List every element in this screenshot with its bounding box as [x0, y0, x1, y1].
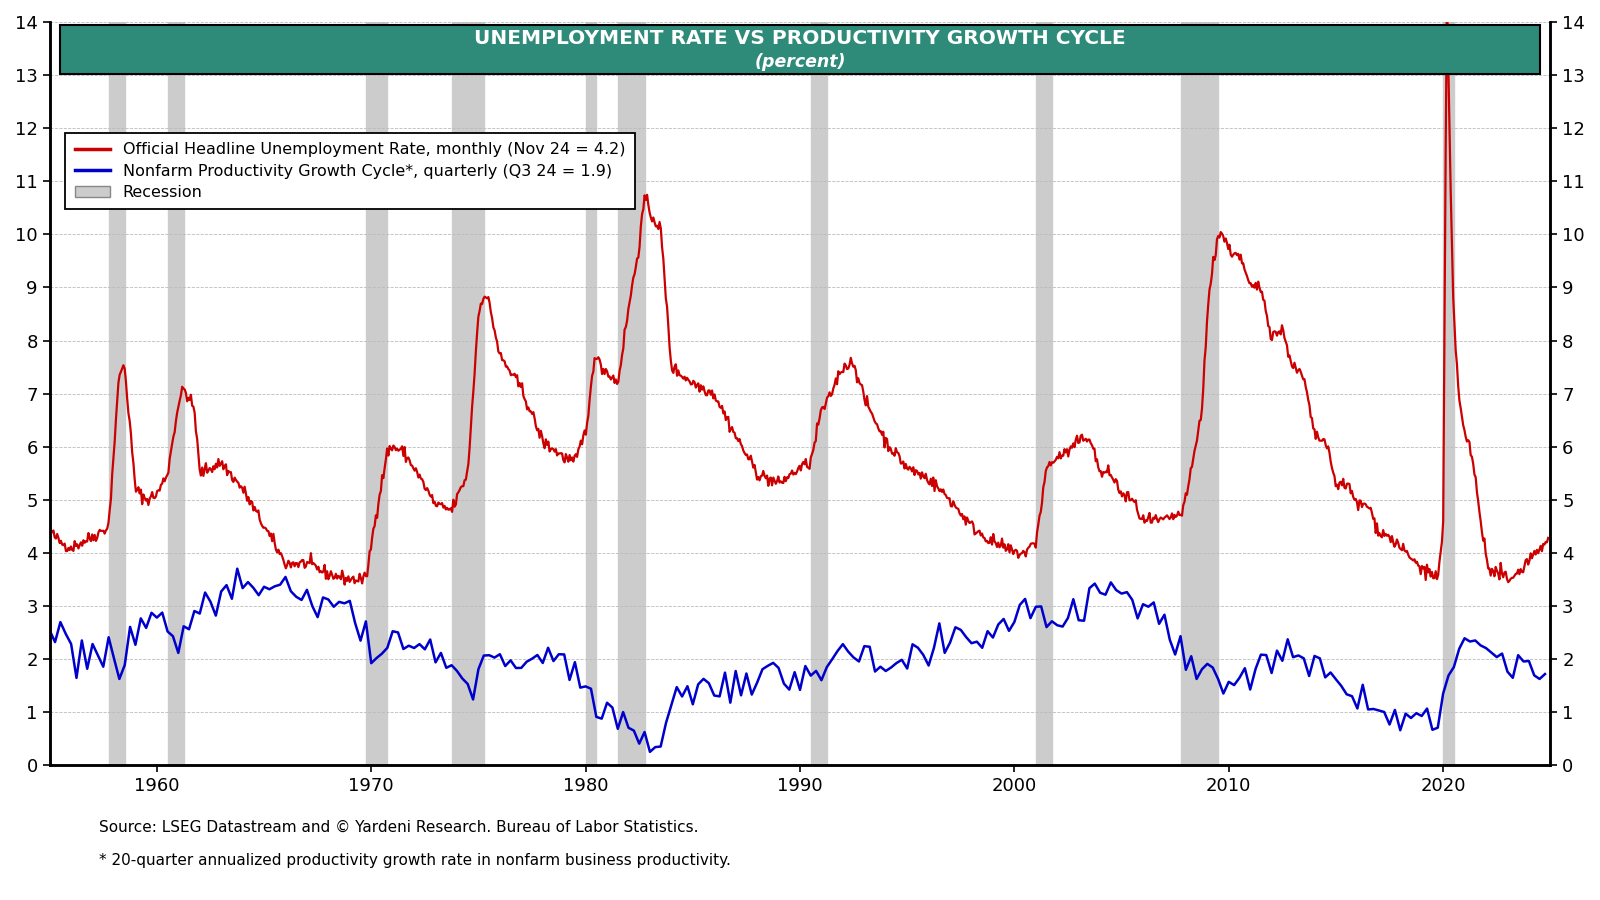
Text: UNEMPLOYMENT RATE VS PRODUCTIVITY GROWTH CYCLE: UNEMPLOYMENT RATE VS PRODUCTIVITY GROWTH…: [474, 30, 1126, 49]
Bar: [811, 22, 827, 765]
Bar: [1035, 22, 1051, 765]
Bar: [61, 24, 1539, 74]
Bar: [168, 22, 184, 765]
Bar: [1181, 22, 1218, 765]
Bar: [586, 22, 597, 765]
Bar: [109, 22, 125, 765]
Text: Source: LSEG Datastream and © Yardeni Research. Bureau of Labor Statistics.: Source: LSEG Datastream and © Yardeni Re…: [99, 820, 699, 835]
Bar: [1443, 22, 1454, 765]
Bar: [618, 22, 645, 765]
Text: * 20-quarter annualized productivity growth rate in nonfarm business productivit: * 20-quarter annualized productivity gro…: [99, 853, 731, 868]
Bar: [451, 22, 483, 765]
Text: (percent): (percent): [754, 53, 846, 71]
Bar: [366, 22, 387, 765]
Legend: Official Headline Unemployment Rate, monthly (Nov 24 = 4.2), Nonfarm Productivit: Official Headline Unemployment Rate, mon…: [66, 132, 635, 210]
